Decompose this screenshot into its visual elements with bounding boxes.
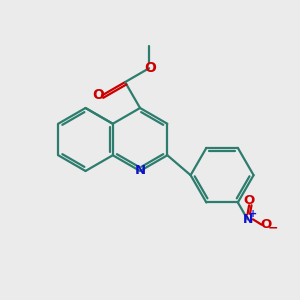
Text: O: O xyxy=(244,194,255,207)
Text: O: O xyxy=(92,88,104,103)
Text: +: + xyxy=(249,209,257,219)
Text: O: O xyxy=(261,218,272,231)
Text: −: − xyxy=(268,222,278,235)
Text: N: N xyxy=(242,213,253,226)
Text: N: N xyxy=(134,164,146,178)
Text: O: O xyxy=(144,61,156,75)
